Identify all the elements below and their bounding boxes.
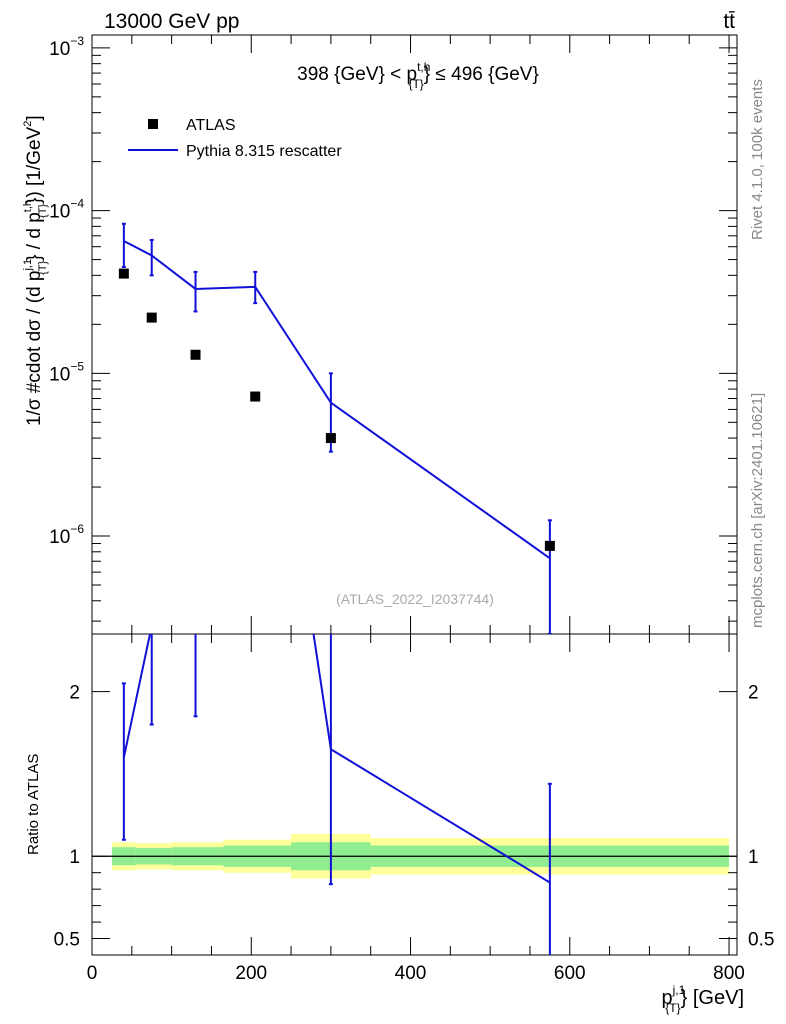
ratio-ytick-label-left: 1 (69, 847, 80, 868)
ytick-exponent: −5 (70, 359, 84, 373)
xtick-label: 800 (713, 963, 745, 984)
xlabel-sup: j,1 (672, 983, 686, 997)
atlas-marker (544, 540, 555, 551)
ylabel-a: 1/σ #cdot dσ / (d p (24, 271, 45, 426)
ylabel-sub2: {T} (37, 204, 49, 218)
ylabel-sub1: {T} (37, 260, 49, 274)
xtick-label: 0 (87, 963, 98, 984)
ratio-ytick-label-right: 0.5 (748, 930, 774, 951)
ratio-panel-frame (91, 633, 738, 956)
xtick-label: 600 (554, 963, 586, 984)
ratio-ytick-label-right: 2 (748, 683, 759, 704)
ylabel-sup3: 2 (22, 121, 34, 127)
ytick-mantissa: 10 (49, 202, 70, 223)
ytick-mantissa: 10 (49, 364, 70, 385)
xlabel: pj,1 {T}} [GeV] (661, 983, 744, 1015)
ytick-mantissa: 10 (49, 39, 70, 60)
atlas-marker (118, 268, 129, 279)
atlas-marker (325, 433, 336, 444)
ylabel-c: }) [1/GeV (24, 126, 45, 203)
ylabel-sup2: t,h (22, 200, 34, 212)
title-part-sup: t,h (417, 60, 430, 74)
ratio-ytick-label-left: 0.5 (54, 930, 80, 951)
ytick-exponent: −4 (70, 197, 84, 211)
main-ylabel: 1/σ #cdot dσ / (d pj,1 {T}} / d pt,h {T}})… (22, 115, 49, 426)
legend-pythia-label: Pythia 8.315 rescatter (186, 143, 342, 160)
main-axes: 10−310−410−510−6 (49, 34, 737, 634)
side-credit-bottom: mcplots.cern.ch [arXiv:2401.10621] (749, 393, 766, 628)
ratio-ylabel: Ratio to ATLAS (25, 754, 42, 855)
xlabel-a: p (661, 987, 672, 1009)
ytick-mantissa: 10 (49, 527, 70, 548)
ratio-axes: 0.5 0.5 1 1 2 2 0 200 400 600 800 (54, 634, 774, 984)
process-label: 13000 GeV pp (104, 10, 239, 33)
main-series (118, 222, 555, 634)
side-credit-top: Rivet 4.1.0, 100k events (749, 79, 766, 240)
xlabel-b: } [GeV] (681, 987, 744, 1009)
ylabel-d: ] (24, 115, 45, 120)
title-part-sub: {T} (408, 77, 423, 91)
main-ytick-label: 10−6 (49, 522, 84, 548)
final-state-label: tt̄ (723, 10, 735, 33)
main-ytick-label: 10−5 (49, 359, 84, 385)
xtick-label: 400 (395, 963, 427, 984)
xtick-label: 200 (235, 963, 267, 984)
ylabel-sup1: j,1 (22, 259, 34, 272)
xlabel-sub: {T} (665, 1001, 680, 1015)
main-title: 398 {GeV} < pt,h {T}} ≤ 496 {GeV} (297, 60, 539, 91)
main-ytick-label: 10−4 (49, 197, 84, 223)
title-part-left: 398 {GeV} < p (297, 64, 417, 85)
main-ytick-label: 10−3 (49, 34, 84, 60)
analysis-watermark: (ATLAS_2022_I2037744) (336, 591, 494, 607)
ratio-series (121, 634, 552, 955)
ylabel-b: } / d p (24, 212, 45, 261)
legend-atlas-marker (148, 119, 158, 129)
ytick-exponent: −6 (70, 522, 84, 536)
ratio-ytick-label-right: 1 (748, 847, 759, 868)
atlas-marker (146, 312, 157, 323)
ratio-ytick-label-left: 2 (69, 683, 80, 704)
title-part-right: } ≤ 496 {GeV} (424, 64, 539, 85)
ratio-pythia-line (122, 634, 551, 884)
atlas-marker (250, 391, 261, 402)
atlas-marker (190, 349, 201, 360)
legend: ATLAS Pythia 8.315 rescatter (128, 117, 342, 160)
ytick-exponent: −3 (70, 34, 84, 48)
legend-atlas-label: ATLAS (186, 117, 236, 134)
pythia-line (123, 240, 551, 560)
